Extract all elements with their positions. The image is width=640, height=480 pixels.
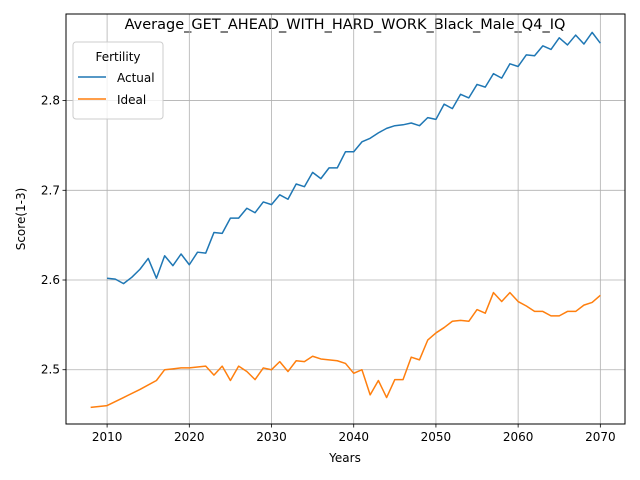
x-axis-label: Years [328, 451, 361, 465]
x-tick-label: 2050 [421, 430, 452, 444]
y-axis-label: Score(1-3) [14, 188, 28, 251]
legend-label-actual: Actual [117, 71, 155, 85]
x-tick-label: 2010 [92, 430, 123, 444]
y-tick-label: 2.7 [41, 183, 60, 197]
legend: Fertility Actual Ideal [72, 41, 164, 120]
chart-title: Average_GET_AHEAD_WITH_HARD_WORK_Black_M… [125, 17, 566, 33]
legend-label-ideal: Ideal [117, 93, 146, 107]
x-axis: 2010 2020 2030 2040 2050 2060 2070 [92, 424, 616, 444]
x-tick-label: 2060 [503, 430, 534, 444]
x-tick-label: 2040 [338, 430, 369, 444]
series-line-ideal [90, 291, 601, 409]
y-tick-label: 2.5 [41, 363, 60, 377]
series-lines [90, 31, 601, 409]
y-tick-label: 2.6 [41, 273, 60, 287]
grid [66, 14, 625, 424]
x-tick-label: 2020 [174, 430, 205, 444]
x-tick-label: 2030 [256, 430, 287, 444]
y-axis: 2.5 2.6 2.7 2.8 [41, 94, 66, 377]
legend-title: Fertility [95, 50, 140, 64]
series-line-actual [107, 31, 601, 285]
y-tick-label: 2.8 [41, 94, 60, 108]
plot-frame [65, 13, 626, 425]
x-tick-label: 2070 [585, 430, 616, 444]
